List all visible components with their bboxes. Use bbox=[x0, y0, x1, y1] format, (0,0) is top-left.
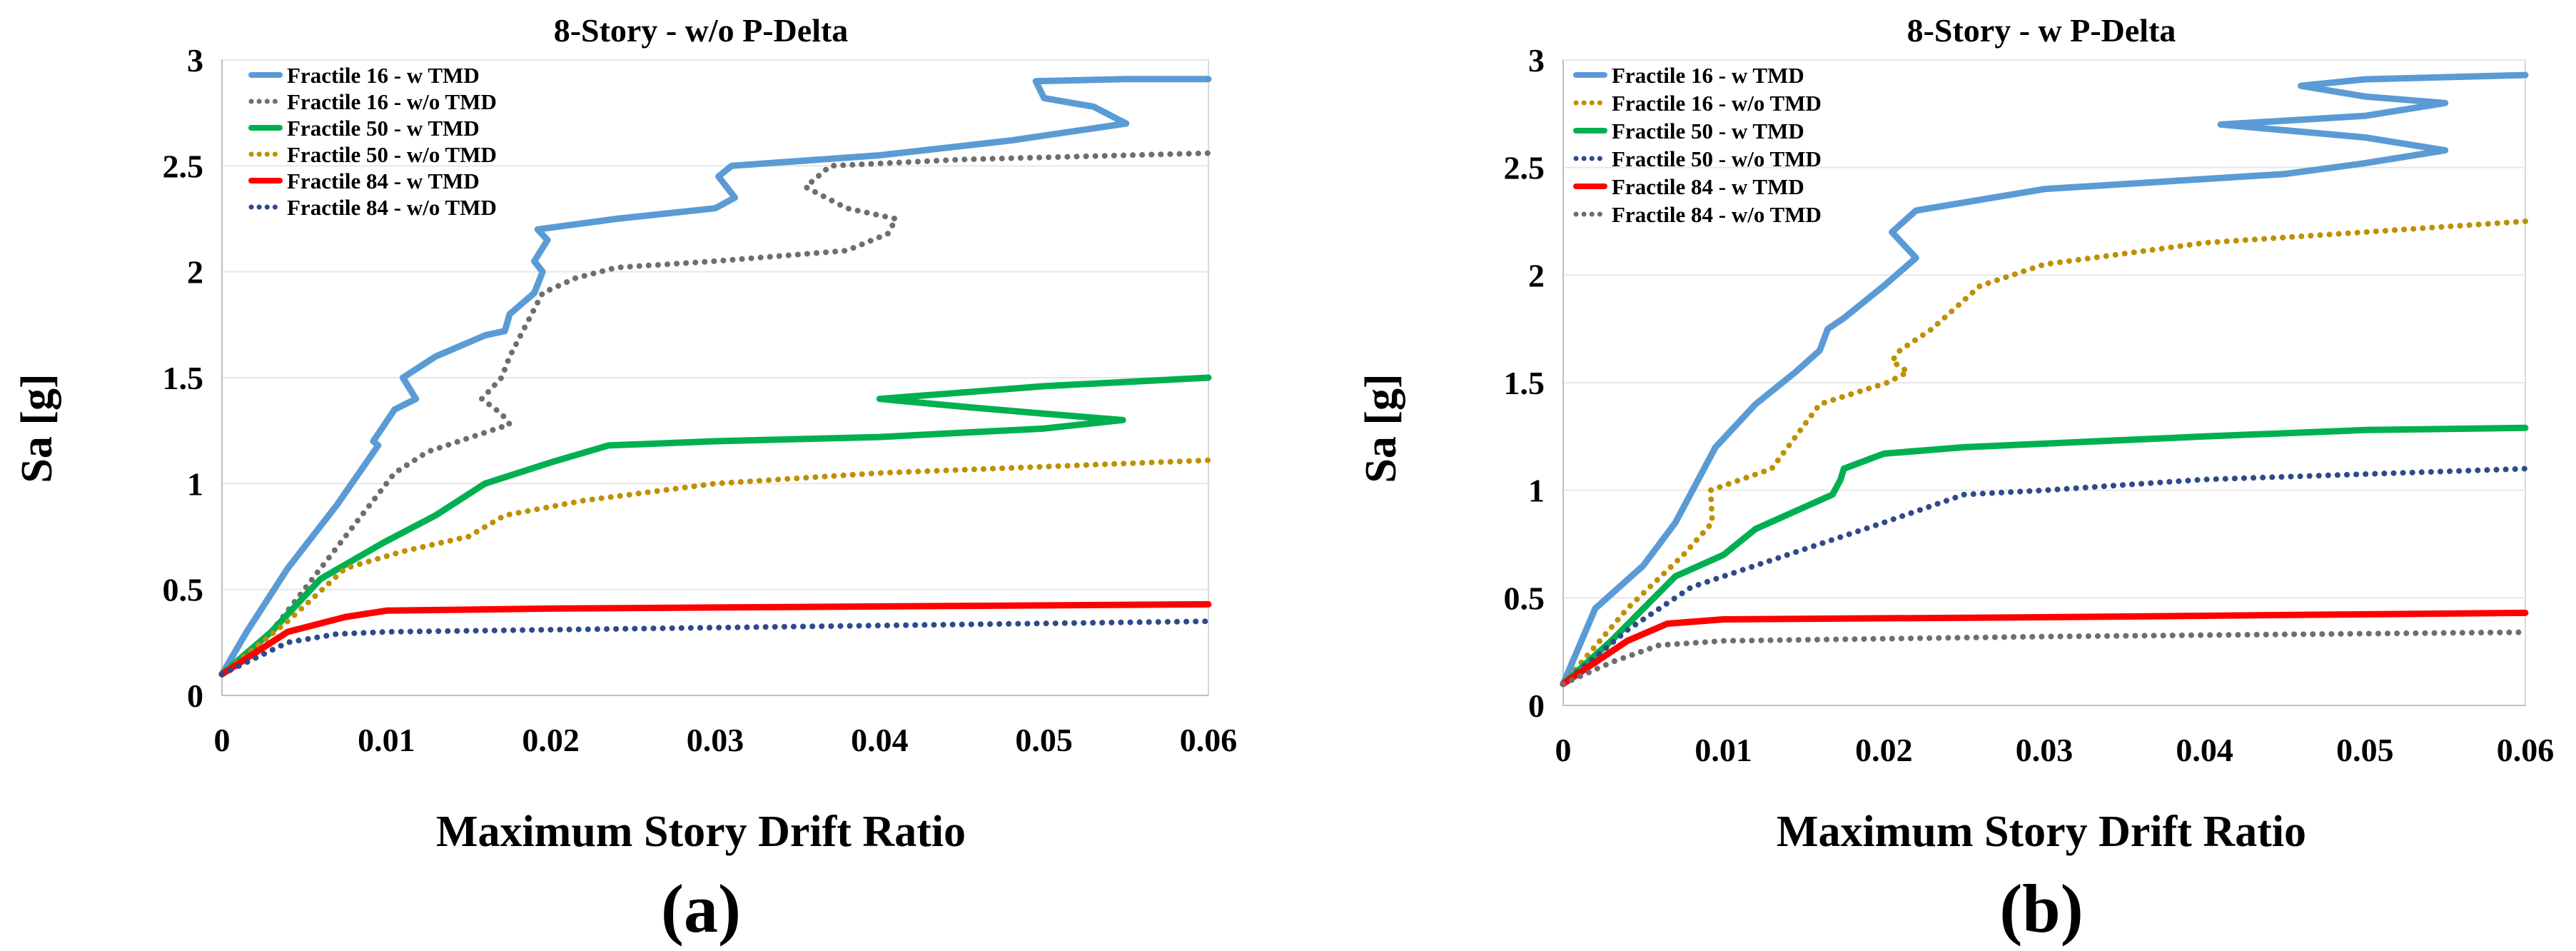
series-group-b bbox=[1560, 71, 2529, 688]
x-tick-label-a-2: 0.02 bbox=[522, 722, 580, 758]
series-line-b-4 bbox=[1560, 609, 2529, 688]
series-line-b-5 bbox=[1560, 629, 2528, 687]
legend-label-b-3: Fractile 50 - w/o TMD bbox=[1612, 146, 1822, 171]
x-tick-labels-b: 0 0.01 0.02 0.03 0.04 0.05 0.06 bbox=[1555, 732, 2555, 768]
chart-panel-a: 8-Story - w/o P-Delta 0 0.5 1 1.5 2 2.5 3 0 0.0… bbox=[13, 12, 1237, 947]
panel-label-b: (b) bbox=[1999, 870, 2083, 947]
y-tick-label-a-1: 0.5 bbox=[163, 572, 204, 608]
series-line-b-0 bbox=[1560, 71, 2529, 688]
y-tick-labels-b: 0 0.5 1 1.5 2 2.5 3 bbox=[1504, 42, 1545, 724]
legend-label-b-0: Fractile 16 - w TMD bbox=[1612, 63, 1804, 88]
legend-label-b-2: Fractile 50 - w TMD bbox=[1612, 119, 1804, 144]
x-tick-label-b-6: 0.06 bbox=[2497, 732, 2555, 768]
series-line-a-0 bbox=[218, 76, 1212, 678]
x-tick-label-a-6: 0.06 bbox=[1180, 722, 1238, 758]
series-group-a bbox=[218, 76, 1212, 678]
x-tick-label-b-1: 0.01 bbox=[1694, 732, 1752, 768]
legend-label-b-4: Fractile 84 - w TMD bbox=[1612, 174, 1804, 199]
y-tick-label-b-6: 3 bbox=[1528, 42, 1545, 79]
legend-label-a-4: Fractile 84 - w TMD bbox=[287, 168, 480, 193]
y-tick-label-a-6: 3 bbox=[187, 42, 203, 79]
y-tick-label-b-5: 2.5 bbox=[1504, 150, 1545, 186]
x-tick-label-a-3: 0.03 bbox=[687, 722, 744, 758]
legend-label-a-1: Fractile 16 - w/o TMD bbox=[287, 89, 497, 114]
y-axis-title-b: Sa [g] bbox=[1357, 373, 1405, 483]
series-line-b-1 bbox=[1560, 218, 2528, 687]
series-line-a-2 bbox=[218, 374, 1212, 678]
legend-label-b-5: Fractile 84 - w/o TMD bbox=[1612, 202, 1822, 227]
y-tick-label-a-3: 1.5 bbox=[163, 360, 204, 396]
y-tick-labels-a: 0 0.5 1 1.5 2 2.5 3 bbox=[163, 42, 204, 714]
y-tick-label-b-4: 2 bbox=[1528, 257, 1545, 293]
x-axis-title-b: Maximum Story Drift Ratio bbox=[1777, 807, 2306, 856]
series-line-a-1 bbox=[219, 150, 1211, 678]
legend-label-b-1: Fractile 16 - w/o TMD bbox=[1612, 91, 1822, 116]
x-tick-label-a-0: 0 bbox=[214, 722, 231, 758]
chart-title-b: 8-Story - w P-Delta bbox=[1907, 12, 2176, 49]
x-tick-label-b-5: 0.05 bbox=[2336, 732, 2394, 768]
legend-label-a-3: Fractile 50 - w/o TMD bbox=[287, 142, 497, 167]
series-line-b-2 bbox=[1560, 424, 2529, 688]
x-tick-labels-a: 0 0.01 0.02 0.03 0.04 0.05 0.06 bbox=[214, 722, 1238, 758]
legend-label-a-0: Fractile 16 - w TMD bbox=[287, 63, 480, 88]
y-tick-label-b-2: 1 bbox=[1528, 473, 1545, 509]
y-tick-label-b-1: 0.5 bbox=[1504, 580, 1545, 616]
gridlines-b bbox=[1562, 59, 2525, 706]
x-axis-title-a: Maximum Story Drift Ratio bbox=[436, 807, 966, 856]
series-line-a-4 bbox=[218, 600, 1212, 678]
legend-label-a-5: Fractile 84 - w/o TMD bbox=[287, 195, 497, 220]
x-tick-label-b-3: 0.03 bbox=[2016, 732, 2074, 768]
legend-label-a-2: Fractile 50 - w TMD bbox=[287, 116, 480, 141]
series-line-a-5 bbox=[219, 618, 1211, 678]
y-tick-label-a-5: 2.5 bbox=[163, 148, 204, 184]
x-tick-label-a-1: 0.01 bbox=[358, 722, 415, 758]
chart-title-a: 8-Story - w/o P-Delta bbox=[554, 12, 849, 49]
legend-b: Fractile 16 - w TMD Fractile 16 - w/o TMD… bbox=[1573, 63, 1822, 227]
x-tick-label-b-4: 0.04 bbox=[2176, 732, 2233, 768]
series-line-b-3 bbox=[1560, 466, 2528, 687]
x-tick-label-a-4: 0.04 bbox=[851, 722, 909, 758]
panel-label-a: (a) bbox=[661, 870, 741, 947]
series-line-a-3 bbox=[219, 457, 1211, 678]
y-tick-label-a-0: 0 bbox=[187, 678, 203, 714]
y-axis-title-a: Sa [g] bbox=[13, 373, 61, 483]
y-tick-label-b-3: 1.5 bbox=[1504, 365, 1545, 401]
x-tick-label-a-5: 0.05 bbox=[1015, 722, 1073, 758]
x-tick-label-b-2: 0.02 bbox=[1855, 732, 1913, 768]
y-tick-label-a-2: 1 bbox=[187, 466, 203, 502]
y-tick-label-b-0: 0 bbox=[1528, 688, 1545, 724]
chart-panel-b: 8-Story - w P-Delta 00.511.522.53 0 0.01 0… bbox=[1357, 12, 2554, 947]
y-tick-label-a-4: 2 bbox=[187, 254, 203, 291]
x-tick-label-b-0: 0 bbox=[1555, 732, 1572, 768]
